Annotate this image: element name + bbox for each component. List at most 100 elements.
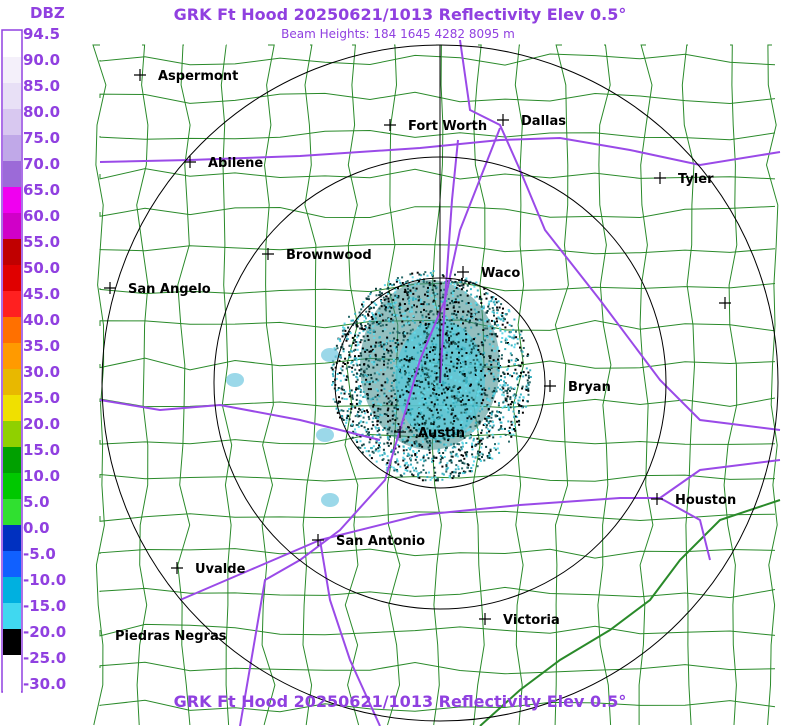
echo-pixel [505, 338, 508, 341]
echo-pixel [469, 288, 472, 291]
echo-pixel [488, 359, 491, 362]
echo-pixel [399, 303, 402, 306]
echo-pixel [489, 429, 492, 432]
echo-pixel [408, 454, 411, 457]
echo-pixel [493, 392, 496, 395]
echo-pixel [354, 406, 357, 409]
echo-pixel [422, 457, 425, 460]
echo-pixel [499, 388, 502, 391]
echo-pixel [433, 456, 436, 459]
echo-pixel [468, 428, 471, 431]
echo-pixel [331, 384, 334, 386]
echo-pixel [386, 292, 389, 295]
echo-pixel [428, 471, 430, 474]
echo-pixel [410, 306, 413, 309]
echo-pixel [491, 307, 494, 309]
echo-pixel [403, 335, 406, 338]
echo-pixel [366, 380, 369, 383]
echo-pixel [438, 320, 440, 323]
echo-pixel [378, 307, 381, 310]
echo-pixel [485, 292, 488, 295]
echo-pixel [372, 350, 375, 353]
echo-pixel [370, 373, 372, 376]
echo-pixel [408, 317, 410, 320]
echo-pixel [386, 366, 389, 369]
echo-pixel [494, 334, 497, 337]
echo-pixel [345, 378, 348, 381]
echo-pixel [403, 458, 406, 461]
echo-pixel [420, 298, 423, 301]
echo-pixel [369, 332, 372, 334]
echo-pixel [377, 447, 380, 450]
echo-pixel [483, 459, 486, 462]
echo-pixel [526, 353, 529, 356]
echo-pixel [408, 283, 411, 286]
echo-pixel [376, 323, 379, 326]
echo-pixel [424, 459, 427, 462]
echo-pixel [397, 451, 399, 454]
echo-pixel [340, 387, 343, 390]
place-cross [394, 426, 406, 438]
echo-pixel [454, 414, 457, 417]
echo-pixel [373, 360, 376, 363]
echo-pixel [401, 282, 404, 284]
echo-pixel [450, 319, 453, 322]
echo-pixel [359, 408, 362, 411]
echo-pixel [433, 405, 436, 408]
echo-pixel [409, 470, 412, 473]
echo-pixel [387, 444, 390, 447]
echo-pixel [497, 364, 500, 367]
echo-pixel [494, 443, 496, 446]
echo-pixel [417, 361, 420, 364]
echo-pixel [426, 406, 429, 409]
echo-pixel [470, 351, 473, 354]
echo-pixel [510, 344, 513, 347]
echo-pixel [445, 403, 448, 406]
echo-pixel [452, 399, 454, 402]
echo-pixel [394, 461, 397, 463]
echo-pixel [418, 443, 421, 446]
echo-pixel [395, 280, 398, 283]
echo-pixel [436, 397, 438, 399]
county-line [92, 44, 107, 726]
echo-pixel [351, 436, 354, 439]
echo-pixel [378, 336, 381, 339]
echo-pixel [438, 440, 441, 443]
echo-pixel [358, 332, 361, 334]
echo-pixel [519, 346, 521, 349]
echo-pixel [368, 381, 371, 383]
echo-pixel [370, 412, 373, 415]
echo-pixel [499, 318, 502, 321]
echo-pixel [425, 347, 428, 350]
echo-pixel [398, 445, 401, 448]
echo-pixel [362, 443, 365, 446]
echo-pixel [513, 372, 515, 375]
echo-pixel [397, 342, 399, 345]
echo-pixel [415, 451, 418, 454]
echo-pixel [432, 392, 434, 394]
echo-pixel [410, 430, 413, 433]
echo-pixel [378, 373, 381, 376]
echo-pixel [362, 301, 365, 304]
echo-pixel [447, 298, 450, 300]
echo-pixel [418, 408, 421, 410]
echo-pixel [450, 362, 453, 365]
echo-pixel [341, 397, 344, 400]
echo-pixel [463, 433, 466, 436]
echo-pixel [423, 355, 426, 358]
echo-pixel [360, 354, 363, 357]
echo-pixel [464, 341, 467, 343]
echo-pixel [396, 408, 399, 411]
echo-pixel [365, 358, 368, 361]
echo-pixel [374, 313, 377, 316]
echo-pixel [433, 386, 436, 389]
echo-pixel [475, 324, 478, 327]
echo-pixel [389, 354, 392, 357]
echo-pixel [522, 371, 525, 374]
echo-pixel [338, 409, 341, 412]
echo-pixel [399, 474, 402, 477]
echo-pixel [487, 319, 490, 322]
echo-pixel [497, 324, 500, 326]
legend-label: -20.0 [23, 623, 66, 641]
echo-pixel [390, 465, 393, 468]
